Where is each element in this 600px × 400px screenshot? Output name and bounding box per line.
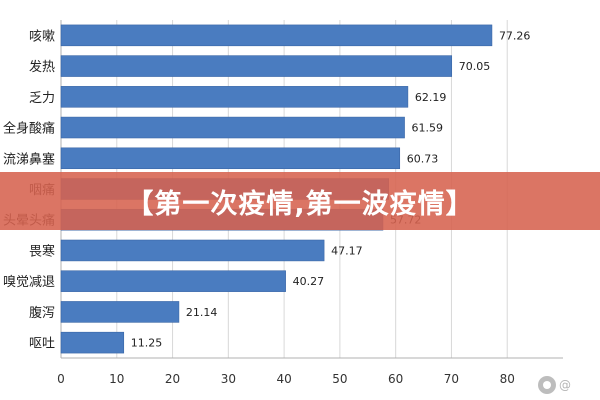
category-label: 腹泻 xyxy=(29,305,55,321)
bar-value-label: 47.17 xyxy=(331,244,363,257)
category-label: 发热 xyxy=(29,59,55,75)
bar-value-label: 40.27 xyxy=(293,275,325,288)
bar-value-label: 21.14 xyxy=(186,306,218,319)
x-tick-label: 80 xyxy=(500,372,515,386)
title-banner: 【第一次疫情,第一波疫情】 xyxy=(0,172,600,230)
category-label: 流涕鼻塞 xyxy=(3,151,55,167)
bar-value-label: 77.26 xyxy=(499,29,530,42)
x-tick-label: 50 xyxy=(332,372,347,386)
x-tick-label: 30 xyxy=(221,372,236,386)
bar xyxy=(60,270,286,292)
bar xyxy=(60,239,325,262)
watermark-text: @ xyxy=(559,378,571,392)
category-label: 畏寒 xyxy=(29,243,55,259)
bar xyxy=(60,24,493,47)
x-tick-label: 20 xyxy=(165,372,180,386)
bar xyxy=(60,331,125,354)
category-label: 呕吐 xyxy=(29,337,55,352)
x-tick-label: 0 xyxy=(57,372,65,386)
bar xyxy=(60,301,180,323)
x-tick-label: 60 xyxy=(388,372,403,386)
x-tick-label: 10 xyxy=(109,372,124,386)
bar xyxy=(60,86,409,108)
watermark: @ xyxy=(538,374,596,396)
bar-value-label: 70.05 xyxy=(459,60,491,73)
weibo-icon xyxy=(538,376,556,394)
bar-value-label: 61.59 xyxy=(412,122,444,135)
banner-text: 【第一次疫情,第一波疫情】 xyxy=(126,188,474,220)
x-tick-labels: 0 10 20 30 40 50 60 70 80 xyxy=(57,372,515,386)
x-tick-label: 70 xyxy=(444,372,459,386)
bar xyxy=(60,116,405,139)
bar-value-label: 60.73 xyxy=(407,152,439,165)
bar xyxy=(60,55,453,77)
category-label: 嗅觉减退 xyxy=(3,275,55,290)
category-label: 咳嗽 xyxy=(29,29,55,44)
x-tick-label: 40 xyxy=(276,372,291,386)
category-label: 乏力 xyxy=(29,91,55,106)
category-label: 全身酸痛 xyxy=(3,121,55,137)
bar-value-label: 11.25 xyxy=(131,337,163,350)
bar-value-label: 62.19 xyxy=(415,91,447,104)
bar xyxy=(60,147,401,170)
